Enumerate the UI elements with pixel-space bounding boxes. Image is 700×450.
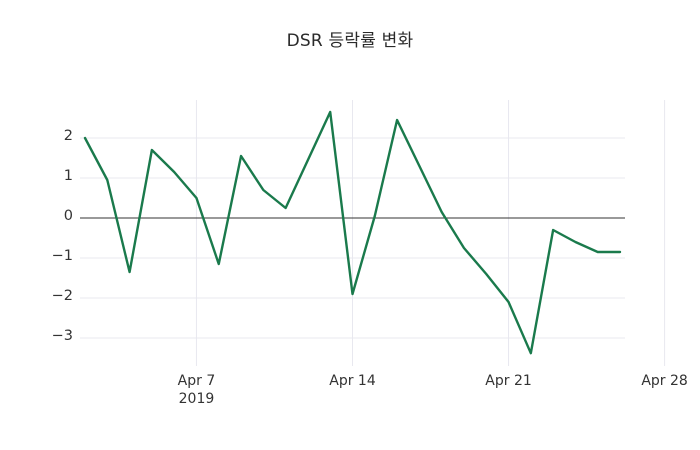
y-axis-tick-label: 2 xyxy=(63,128,73,144)
grid-lines xyxy=(80,100,666,366)
y-axis-tick-label: −1 xyxy=(51,248,73,264)
x-axis-tick-label: Apr 14 xyxy=(293,372,413,390)
x-axis-tick-label: Apr 7 2019 xyxy=(136,372,256,408)
y-axis-tick-label: −3 xyxy=(51,328,73,344)
x-axis-tick-label-date: Apr 28 xyxy=(641,373,688,389)
x-axis-tick-label-date: Apr 7 xyxy=(177,373,216,389)
x-axis-tick-label-year: 2019 xyxy=(178,391,215,407)
chart-title: DSR 등락률 변화 xyxy=(286,31,414,51)
x-axis-tick-label: Apr 21 xyxy=(449,372,569,390)
data-series-line xyxy=(83,110,622,355)
y-axis-tick-label: −2 xyxy=(51,288,73,304)
x-axis-tick-label-date: Apr 21 xyxy=(485,373,532,389)
x-axis-tick-label-date: Apr 14 xyxy=(329,373,376,389)
series-polyline xyxy=(83,110,622,355)
y-axis-tick-label: 0 xyxy=(63,208,73,224)
y-axis-tick-label: 1 xyxy=(63,168,73,184)
x-axis-tick-label: Apr 28 xyxy=(605,372,700,390)
